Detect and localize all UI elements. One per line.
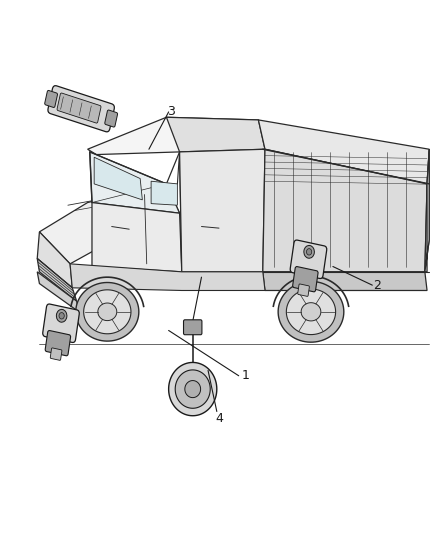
Polygon shape xyxy=(37,232,72,288)
Polygon shape xyxy=(180,149,265,272)
FancyBboxPatch shape xyxy=(57,93,101,123)
Polygon shape xyxy=(92,203,182,272)
Circle shape xyxy=(57,310,67,322)
FancyBboxPatch shape xyxy=(48,86,114,132)
Polygon shape xyxy=(175,370,210,408)
Polygon shape xyxy=(185,381,201,398)
Polygon shape xyxy=(37,272,79,312)
FancyBboxPatch shape xyxy=(43,304,79,343)
Polygon shape xyxy=(39,184,180,264)
Polygon shape xyxy=(425,149,429,272)
Polygon shape xyxy=(151,181,177,205)
Text: 2: 2 xyxy=(373,279,381,292)
Polygon shape xyxy=(286,289,336,335)
Circle shape xyxy=(59,313,64,319)
Polygon shape xyxy=(88,117,265,155)
Polygon shape xyxy=(258,120,429,184)
FancyBboxPatch shape xyxy=(50,348,62,360)
Polygon shape xyxy=(94,157,142,200)
FancyBboxPatch shape xyxy=(45,330,71,356)
Circle shape xyxy=(307,249,312,255)
Polygon shape xyxy=(70,264,265,290)
FancyBboxPatch shape xyxy=(184,320,202,335)
Polygon shape xyxy=(76,282,139,341)
Polygon shape xyxy=(37,259,77,301)
Polygon shape xyxy=(98,303,117,320)
Polygon shape xyxy=(301,303,321,321)
FancyBboxPatch shape xyxy=(293,266,318,292)
Polygon shape xyxy=(90,152,180,213)
FancyBboxPatch shape xyxy=(45,91,57,108)
Polygon shape xyxy=(166,117,265,152)
Text: 4: 4 xyxy=(215,412,223,425)
Polygon shape xyxy=(425,149,429,272)
FancyBboxPatch shape xyxy=(290,240,327,279)
FancyBboxPatch shape xyxy=(105,110,117,127)
Text: 1: 1 xyxy=(241,369,249,382)
Text: 3: 3 xyxy=(167,106,175,118)
Polygon shape xyxy=(263,272,427,290)
Polygon shape xyxy=(278,281,344,342)
Polygon shape xyxy=(169,362,217,416)
Polygon shape xyxy=(263,149,427,272)
Circle shape xyxy=(304,246,314,259)
Polygon shape xyxy=(84,290,131,334)
FancyBboxPatch shape xyxy=(298,284,309,296)
